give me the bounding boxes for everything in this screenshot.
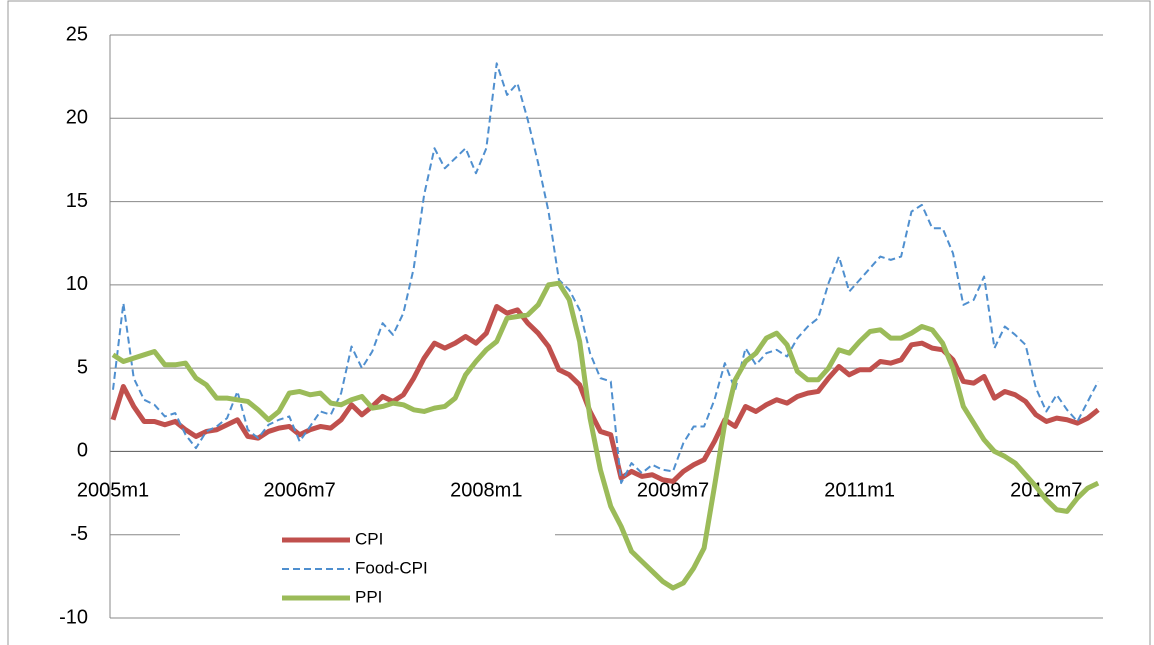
x-tick-label: 2012m7	[1010, 480, 1082, 502]
y-tick-label: -10	[59, 606, 88, 628]
series-line	[111, 280, 1100, 591]
y-tick-label: 15	[66, 190, 88, 212]
y-tick-label: 0	[77, 440, 88, 462]
y-tick-label: 5	[77, 356, 88, 378]
y-tick-label: 25	[66, 23, 88, 45]
legend-box	[180, 518, 555, 612]
frame	[7, 0, 1151, 645]
x-tick-label: 2005m1	[77, 480, 149, 502]
legend-label: CPI	[355, 529, 383, 548]
x-tick-label: 2006m7	[264, 480, 336, 502]
x-tick-label: 2009m7	[637, 480, 709, 502]
series-line	[112, 62, 1100, 485]
y-tick-label: 10	[66, 273, 88, 295]
legend-label: Food-CPI	[355, 558, 428, 577]
series-line	[110, 304, 1100, 484]
legend-label: PPI	[355, 587, 382, 606]
x-tick-label: 2008m1	[450, 480, 522, 502]
y-tick-label: -5	[70, 523, 88, 545]
y-tick-label: 20	[66, 107, 88, 129]
x-tick-label: 2011m1	[824, 480, 895, 502]
